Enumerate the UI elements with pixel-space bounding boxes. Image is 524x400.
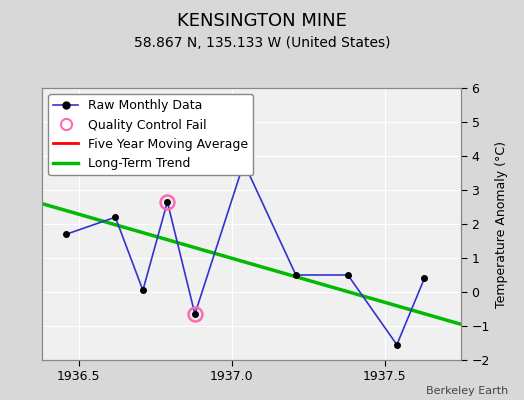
Legend: Raw Monthly Data, Quality Control Fail, Five Year Moving Average, Long-Term Tren: Raw Monthly Data, Quality Control Fail, …: [48, 94, 253, 175]
Text: KENSINGTON MINE: KENSINGTON MINE: [177, 12, 347, 30]
Text: Berkeley Earth: Berkeley Earth: [426, 386, 508, 396]
Text: 58.867 N, 135.133 W (United States): 58.867 N, 135.133 W (United States): [134, 36, 390, 50]
Y-axis label: Temperature Anomaly (°C): Temperature Anomaly (°C): [496, 140, 508, 308]
